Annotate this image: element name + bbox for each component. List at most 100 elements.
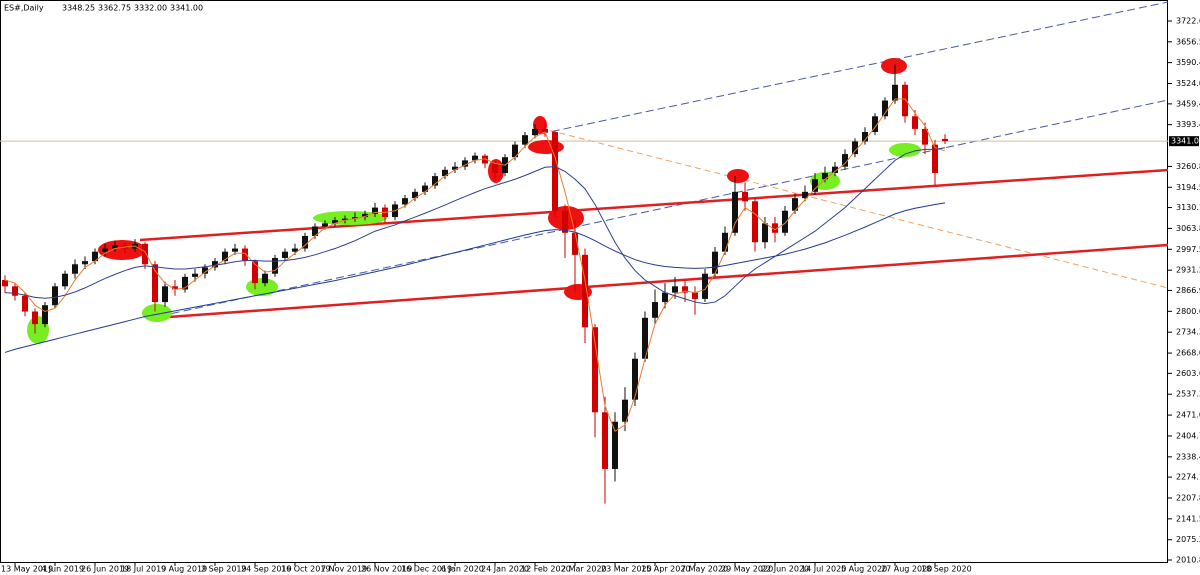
candle-body bbox=[782, 210, 788, 233]
candle-body bbox=[902, 84, 908, 117]
trend-line bbox=[159, 99, 1169, 317]
candles bbox=[2, 64, 948, 504]
x-tick-label: 18 Sep 2020 bbox=[921, 565, 972, 574]
candle-body bbox=[32, 311, 38, 325]
candle-body bbox=[762, 223, 768, 243]
candle-body bbox=[622, 399, 628, 422]
candle-body bbox=[472, 155, 478, 161]
candle-body bbox=[932, 144, 938, 173]
candle-body bbox=[492, 163, 498, 173]
x-tick-label: 9 Aug 2019 bbox=[161, 565, 207, 574]
price-tag bbox=[1169, 136, 1199, 147]
candle-body bbox=[92, 251, 98, 262]
candle-body bbox=[862, 132, 868, 142]
candle-body bbox=[652, 302, 658, 318]
candle-body bbox=[612, 421, 618, 469]
candle-body bbox=[742, 191, 748, 202]
y-tick-label: 3722.65 bbox=[1176, 16, 1200, 25]
candle-body bbox=[52, 286, 58, 306]
x-tick-label: 13 May 2019 bbox=[1, 565, 53, 574]
candle-body bbox=[582, 254, 588, 328]
x-tick-label: 27 Aug 2020 bbox=[881, 565, 932, 574]
y-tick-label: 2800.60 bbox=[1176, 307, 1200, 316]
candle-body bbox=[552, 132, 558, 211]
candle-body bbox=[572, 232, 578, 255]
candle-body bbox=[642, 317, 648, 359]
x-tick-label: 26 Jun 2019 bbox=[81, 565, 129, 574]
ohlc-label: 3341.00 bbox=[170, 4, 203, 13]
candle-body bbox=[112, 245, 118, 249]
annotations bbox=[139, 1, 1169, 320]
x-tick-label: 2 Sep 2019 bbox=[201, 565, 247, 574]
y-tick-label: 3194.50 bbox=[1176, 183, 1200, 192]
candle-body bbox=[692, 292, 698, 299]
candle-body bbox=[362, 213, 368, 218]
x-tick-label: 2 Mar 2020 bbox=[561, 565, 607, 574]
candle-body bbox=[222, 251, 228, 262]
y-tick-label: 2207.80 bbox=[1176, 493, 1200, 502]
candle-body bbox=[712, 251, 718, 274]
y-tick-label: 3656.55 bbox=[1176, 37, 1200, 46]
candle-body bbox=[672, 286, 678, 293]
candle-body bbox=[922, 128, 928, 145]
candle-body bbox=[422, 185, 428, 192]
candle-body bbox=[842, 154, 848, 167]
moving-average bbox=[4, 202, 946, 353]
candle-body bbox=[452, 166, 458, 170]
candle-body bbox=[402, 198, 408, 205]
candle-body bbox=[802, 191, 808, 199]
x-tick-label: 7 May 2020 bbox=[681, 565, 728, 574]
price-tag-label: 3341.00 bbox=[1171, 137, 1200, 146]
candle-body bbox=[662, 292, 668, 303]
candle-body bbox=[852, 141, 858, 155]
candle-body bbox=[872, 116, 878, 133]
x-tick-label: 16 Dec 2019 bbox=[401, 565, 452, 574]
trend-line bbox=[154, 243, 1169, 320]
y-tick-label: 3130.15 bbox=[1176, 203, 1200, 212]
candle-body bbox=[592, 327, 598, 413]
candle-body bbox=[172, 286, 178, 290]
candle-body bbox=[42, 305, 48, 325]
trend-line bbox=[539, 127, 1169, 289]
candle-body bbox=[722, 232, 728, 252]
candle-body bbox=[752, 201, 758, 243]
candle-body bbox=[772, 223, 778, 233]
candle-body bbox=[512, 144, 518, 158]
x-tick-label: 14 Jul 2020 bbox=[801, 565, 846, 574]
y-tick-label: 3524.05 bbox=[1176, 79, 1200, 88]
candle-body bbox=[182, 276, 188, 290]
x-tick-label: 23 Mar 2020 bbox=[601, 565, 652, 574]
green-highlight bbox=[889, 143, 921, 157]
candle-body bbox=[602, 412, 608, 469]
x-tick-label: 22 Jun 2020 bbox=[761, 565, 809, 574]
y-tick-label: 2668.00 bbox=[1176, 349, 1200, 358]
candle-body bbox=[532, 128, 538, 136]
x-tick-label: 16 Oct 2019 bbox=[281, 565, 330, 574]
candle-body bbox=[202, 267, 208, 274]
candle-body bbox=[192, 273, 198, 277]
y-tick-label: 2931.25 bbox=[1176, 266, 1200, 275]
moving-average bbox=[4, 98, 946, 432]
red-highlight bbox=[881, 58, 907, 74]
candle-body bbox=[12, 286, 18, 296]
candle-body bbox=[942, 138, 948, 142]
y-tick-label: 3590.45 bbox=[1176, 58, 1200, 67]
candle-body bbox=[162, 286, 168, 303]
candle-body bbox=[822, 172, 828, 180]
candle-body bbox=[2, 280, 8, 287]
candle-body bbox=[252, 261, 258, 284]
x-tick-label: 26 Nov 2019 bbox=[361, 565, 412, 574]
y-tick-label: 2404.75 bbox=[1176, 431, 1200, 440]
candle-body bbox=[412, 191, 418, 199]
x-tick-label: 15 Apr 2020 bbox=[641, 565, 690, 574]
y-tick-label: 2274.10 bbox=[1176, 473, 1200, 482]
candle-body bbox=[542, 128, 548, 133]
candle-body bbox=[792, 198, 798, 211]
candle-body bbox=[292, 248, 298, 252]
y-tick-label: 2141.55 bbox=[1176, 514, 1200, 523]
candle-body bbox=[342, 218, 348, 221]
y-tick-label: 2010.85 bbox=[1176, 555, 1200, 564]
x-tick-label: 29 May 2020 bbox=[721, 565, 773, 574]
